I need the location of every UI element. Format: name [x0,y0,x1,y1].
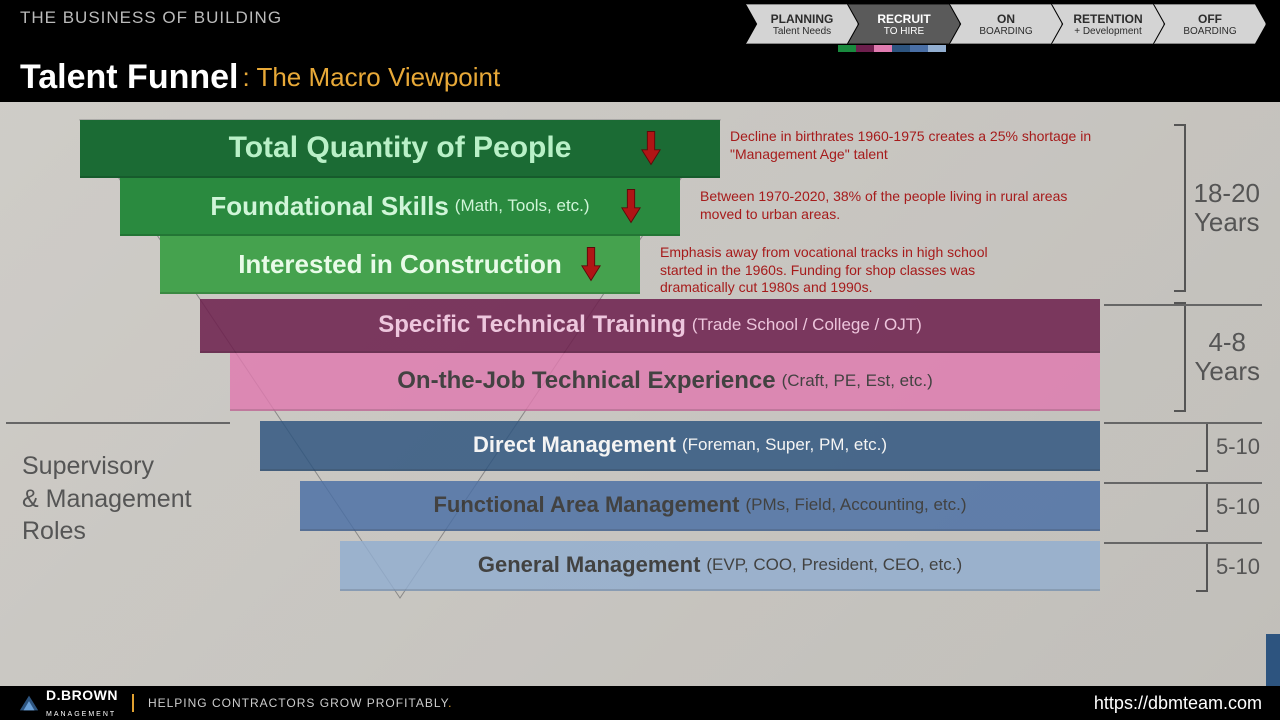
nav-step-1[interactable]: RECRUITTO HIRE [848,4,960,44]
time-bracket-3-label: 5-10 [1216,495,1260,519]
supervisory-line3: Roles [22,515,192,548]
funnel-row-7: General Management(EVP, COO, President, … [340,541,1100,591]
funnel-row-7-label: General Management [478,552,701,578]
funnel-row-4-label: On-the-Job Technical Experience [397,367,775,395]
down-arrow-icon [580,244,602,284]
footer-tagline-dot: . [448,696,452,710]
separator-rule-3 [1104,482,1262,484]
funnel-row-4: On-the-Job Technical Experience (Craft, P… [230,353,1100,411]
time-bracket-0: 18-20Years [1166,124,1261,292]
funnel-row-2-label: Interested in Construction [238,249,562,280]
time-bracket-2-label: 5-10 [1216,435,1260,459]
time-bracket-4-label: 5-10 [1216,555,1260,579]
supervisory-line1: Supervisory [22,450,192,483]
supervisory-line2: & Management [22,483,192,516]
funnel-row-1: Foundational Skills (Math, Tools, etc.) [120,178,680,236]
nav-step-0[interactable]: PLANNINGTalent Needs [746,4,858,44]
time-bracket-1: 4-8Years [1166,302,1260,412]
footer-divider [132,694,134,712]
funnel-row-5-sub: (Foreman, Super, PM, etc.) [682,435,887,455]
separator-rule-2 [1104,422,1262,424]
footer-tagline-text: HELPING CONTRACTORS GROW PROFITABLY [148,696,448,710]
time-bracket-4: 5-10 [1188,542,1260,592]
callout-1: Between 1970-2020, 38% of the people liv… [700,188,1070,223]
down-arrow-icon [620,186,642,226]
funnel-row-2: Interested in Construction [160,236,640,294]
time-bracket-0-label: 18-20Years [1194,179,1261,236]
nav-step-3[interactable]: RETENTION+ Development [1052,4,1164,44]
funnel-row-3: Specific Technical Training (Trade School… [200,299,1100,353]
funnel-row-6-sub: (PMs, Field, Accounting, etc.) [745,495,966,515]
separator-rule-0 [1104,304,1262,306]
time-bracket-1-label: 4-8Years [1194,328,1260,385]
funnel-row-5: Direct Management (Foreman, Super, PM, et… [260,421,1100,471]
nav-step-2[interactable]: ONBOARDING [950,4,1062,44]
time-bracket-2: 5-10 [1188,422,1260,472]
callout-0: Decline in birthrates 1960-1975 creates … [730,128,1100,163]
funnel-row-4-sub: (Craft, PE, Est, etc.) [782,371,933,391]
footer: D.BROWN MANAGEMENT HELPING CONTRACTORS G… [0,686,1280,720]
funnel-row-7-sub: (EVP, COO, President, CEO, etc.) [706,555,962,575]
time-bracket-3: 5-10 [1188,482,1260,532]
funnel-area: Total Quantity of People Foundational Sk… [0,110,1280,670]
funnel-row-3-label: Specific Technical Training [378,311,686,339]
title-bar: Talent Funnel : The Macro Viewpoint [0,52,1280,102]
footer-tagline: HELPING CONTRACTORS GROW PROFITABLY. [148,696,453,710]
funnel-row-6: Functional Area Management (PMs, Field, A… [300,481,1100,531]
funnel-row-0: Total Quantity of People [80,120,720,178]
funnel-row-1-label: Foundational Skills [210,191,448,222]
header-pretitle: THE BUSINESS OF BUILDING [20,8,282,28]
funnel-row-0-label: Total Quantity of People [229,131,572,165]
separator-rule-1 [6,422,230,424]
footer-brand-sub: MANAGEMENT [46,711,116,718]
nav-step-4[interactable]: OFFBOARDING [1154,4,1266,44]
footer-url[interactable]: https://dbmteam.com [1094,693,1262,714]
funnel-row-1-sub: (Math, Tools, etc.) [455,196,590,216]
separator-rule-4 [1104,542,1262,544]
funnel-row-5-label: Direct Management [473,432,676,458]
down-arrow-icon [640,128,662,168]
footer-accent [1266,634,1280,686]
footer-brand-main: D.BROWN [46,687,118,703]
callout-2: Emphasis away from vocational tracks in … [660,244,1030,297]
supervisory-roles-label: Supervisory & Management Roles [22,450,192,548]
footer-logo: D.BROWN MANAGEMENT [18,687,118,719]
title-main: Talent Funnel [20,58,238,97]
title-sub: : The Macro Viewpoint [242,62,500,93]
process-nav: PLANNINGTalent NeedsRECRUITTO HIREONBOAR… [746,4,1266,44]
funnel-row-3-sub: (Trade School / College / OJT) [692,315,922,335]
funnel-row-6-label: Functional Area Management [433,492,739,518]
logo-icon [18,692,40,714]
